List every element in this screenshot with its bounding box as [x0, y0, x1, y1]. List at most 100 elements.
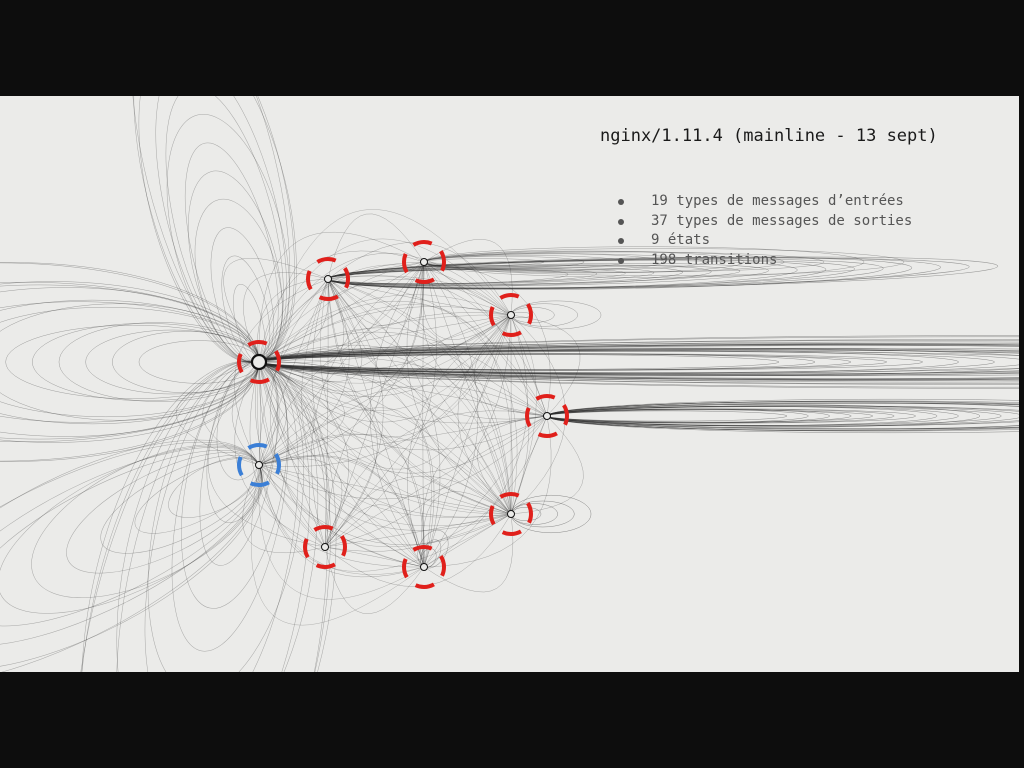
transition-edge [258, 464, 512, 515]
self-loop-edge [100, 454, 261, 554]
transition-edge [422, 491, 512, 568]
transition-edge [301, 278, 512, 518]
transition-edge [327, 278, 548, 417]
transition-edge [510, 314, 548, 417]
state-marker-ring [402, 545, 446, 589]
state-nodes [237, 240, 569, 589]
self-loop-edge [510, 300, 602, 330]
self-loop-edge [0, 262, 260, 462]
transition-edge [258, 278, 329, 466]
transition-edge [258, 314, 512, 423]
transition-edge [258, 464, 425, 575]
state-marker-ring [237, 443, 281, 487]
transition-edge [258, 361, 512, 515]
state-dot [255, 461, 263, 469]
state-marker-ring [489, 492, 533, 536]
self-loop-edge [510, 303, 578, 327]
state-node-s3 [402, 240, 446, 284]
transition-edge [258, 278, 329, 363]
transition-edge [423, 261, 512, 515]
state-node-s4 [489, 293, 533, 337]
self-loop-edge [546, 408, 916, 424]
transition-edge [327, 261, 425, 280]
transition-edge [258, 278, 512, 363]
stat-states: 9 états [618, 231, 912, 251]
transition-edge [327, 278, 512, 515]
transition-edge [327, 278, 512, 515]
transition-edge [258, 361, 512, 515]
self-loop-edge [546, 410, 788, 422]
transition-edge [327, 278, 548, 420]
self-loop-edge [510, 500, 575, 528]
transition-edge [423, 513, 514, 593]
transition-edge [258, 314, 512, 397]
transition-edge [258, 456, 425, 568]
transition-edge [477, 415, 548, 515]
transition-edge [258, 361, 512, 515]
self-loop-edge [58, 322, 260, 402]
transition-edge [234, 278, 329, 466]
transition-edge [324, 314, 512, 548]
transition-edge [207, 361, 326, 548]
transition-edge [324, 415, 548, 552]
state-marker-ring [303, 525, 347, 569]
transition-edge [327, 278, 512, 515]
transition-edge [327, 278, 512, 515]
transition-edge [327, 278, 518, 515]
transition-edge [324, 278, 384, 548]
transition-edge [258, 359, 512, 515]
self-loop-edge [0, 301, 260, 423]
transition-edge [258, 361, 425, 568]
self-loop-edge [0, 445, 262, 614]
transition-edge [257, 278, 329, 363]
transition-edge [423, 513, 512, 568]
transition-edge [254, 361, 326, 548]
transition-edge [327, 278, 512, 515]
stat-text: 198 transitions [651, 251, 778, 268]
transition-edge [327, 278, 512, 515]
transition-edge [258, 278, 330, 363]
stat-text: 9 états [651, 232, 711, 248]
transition-edge [324, 261, 425, 548]
transition-edge [258, 361, 548, 424]
transition-edge [258, 231, 425, 363]
transition-edge [258, 238, 512, 363]
transition-edge [327, 278, 512, 316]
state-dot [543, 412, 551, 420]
transition-edge [258, 314, 512, 466]
transition-edge [510, 415, 548, 515]
transition-edge [258, 361, 315, 466]
self-loop-edge [258, 340, 1019, 384]
transition-edge [258, 455, 425, 568]
transition-edge [242, 464, 326, 554]
transition-edge [258, 464, 425, 578]
transition-edge [370, 261, 425, 568]
transition-edge [258, 464, 512, 546]
transition-edge [311, 261, 425, 548]
transition-edge [258, 361, 425, 568]
transition-edge [406, 261, 512, 515]
state-marker-ring [306, 257, 350, 301]
stat-input-message-types: 19 types de messages d’entrées [618, 192, 912, 212]
transition-edge [258, 209, 512, 363]
transition-edge [324, 546, 425, 568]
self-loop-edge [133, 96, 295, 364]
transition-edge [324, 278, 329, 548]
transition-edge [258, 464, 326, 548]
transition-edge [258, 361, 425, 568]
transition-edge [258, 312, 512, 466]
transition-edge [258, 261, 425, 375]
transition-edge [422, 261, 425, 568]
transition-edge [258, 434, 512, 515]
transition-edge [258, 294, 512, 363]
transition-edge [258, 261, 425, 363]
transition-edge [510, 314, 581, 417]
bullet-icon [618, 199, 624, 205]
transition-edge [258, 464, 425, 568]
stats-list: 19 types de messages d’entrées 37 types … [618, 192, 912, 270]
self-loop-edge [131, 96, 291, 363]
state-transition-graph [0, 96, 1019, 672]
transition-edge [258, 344, 512, 515]
state-dot [420, 258, 428, 266]
